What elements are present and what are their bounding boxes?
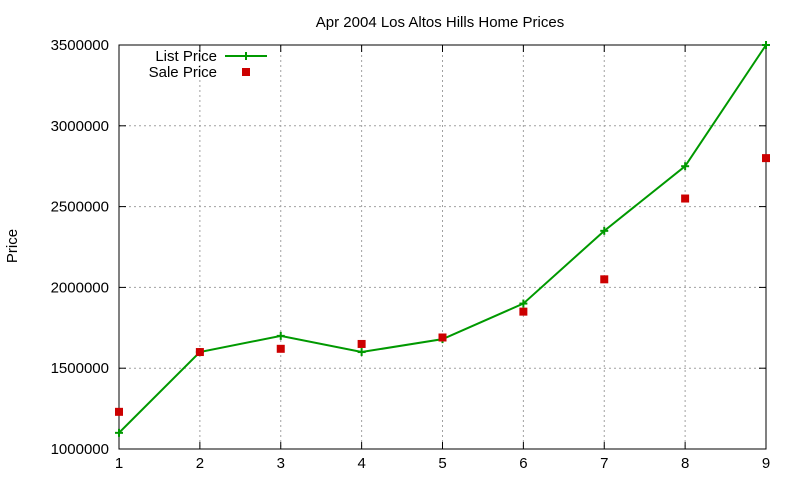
y-tick-label: 2500000 xyxy=(51,199,109,216)
list-price-point-7 xyxy=(600,226,609,235)
x-tick-label: 5 xyxy=(438,455,446,472)
y-axis-label: Price xyxy=(4,229,21,263)
x-tick-label: 9 xyxy=(762,455,770,472)
sale-price-point-9 xyxy=(762,154,770,163)
list-price-point-1 xyxy=(115,428,123,437)
list-price-point-9 xyxy=(762,41,770,49)
list-price-point-8 xyxy=(681,162,690,171)
sale-price-point-4 xyxy=(357,339,366,348)
grid-lines xyxy=(119,45,766,449)
legend-marker-0 xyxy=(242,52,250,60)
x-tick-label: 6 xyxy=(519,455,527,472)
list-price-point-4 xyxy=(357,348,366,357)
x-tick-label: 2 xyxy=(196,455,204,472)
y-tick-label: 3000000 xyxy=(51,118,109,135)
y-tick-label: 1500000 xyxy=(51,360,109,377)
list-price-point-3 xyxy=(276,331,285,340)
sale-price-point-7 xyxy=(600,275,609,284)
legend-marker-1 xyxy=(242,68,250,76)
sale-price-point-6 xyxy=(519,307,528,316)
sale-price-point-3 xyxy=(276,344,285,353)
x-tick-label: 1 xyxy=(115,455,123,472)
sale-price-point-5 xyxy=(438,333,447,342)
legend-label-1: Sale Price xyxy=(149,64,217,81)
sale-price-point-2 xyxy=(195,348,204,357)
chart-title: Apr 2004 Los Altos Hills Home Prices xyxy=(316,14,564,31)
list-price-point-6 xyxy=(519,299,528,308)
series-1 xyxy=(115,154,770,416)
list-price-line xyxy=(118,44,767,434)
x-tick-label: 4 xyxy=(357,455,365,472)
data-series xyxy=(115,41,770,437)
sale-price-point-1 xyxy=(115,407,123,416)
sale-price-point-8 xyxy=(681,194,690,203)
legend-label-0: List Price xyxy=(155,48,217,65)
x-tick-label: 8 xyxy=(681,455,689,472)
y-tick-label: 3500000 xyxy=(51,37,109,54)
x-tick-label: 7 xyxy=(600,455,608,472)
axes: 1000000 1500000 2000000 2500000 3000000 35000… xyxy=(51,37,771,472)
y-tick-label: 2000000 xyxy=(51,279,109,296)
y-tick-label: 1000000 xyxy=(51,441,109,458)
x-tick-label: 3 xyxy=(277,455,285,472)
